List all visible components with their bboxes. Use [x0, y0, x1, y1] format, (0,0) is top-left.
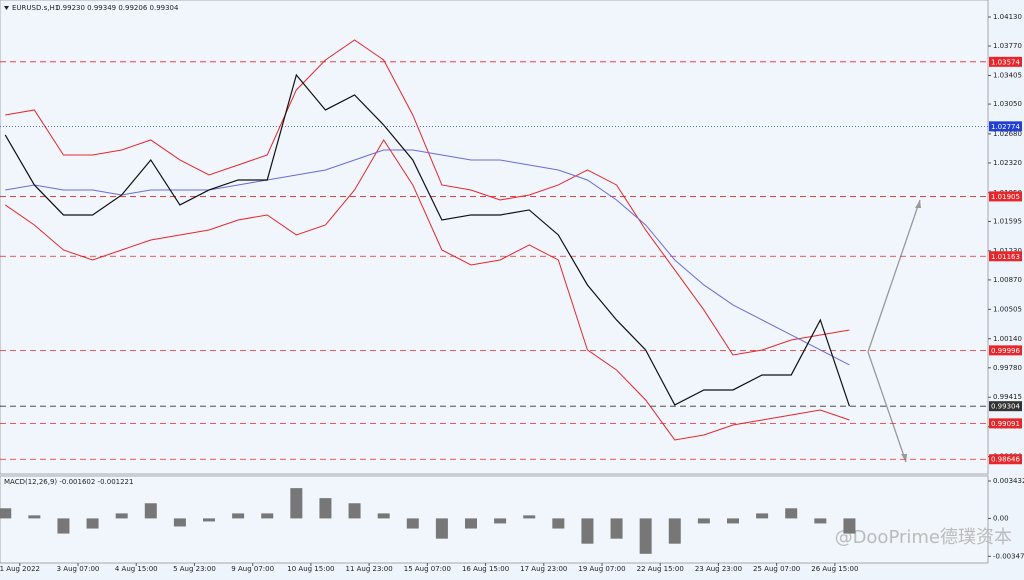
macd-bar — [406, 518, 419, 529]
level-label-box — [989, 345, 1022, 356]
level-label: 1.01905 — [991, 193, 1020, 201]
y-tick-label: 0.99780 — [993, 364, 1022, 372]
level-label-box — [989, 56, 1022, 67]
y-tick-label: 0.003432 — [993, 477, 1024, 485]
macd-bar — [785, 508, 798, 519]
x-tick-label: 1 Aug 2022 — [0, 565, 40, 573]
macd-bar — [290, 488, 303, 519]
macd-bar — [610, 518, 623, 539]
y-tick-label: 0.00 — [993, 514, 1009, 522]
x-tick-label: 25 Aug 07:00 — [753, 565, 800, 573]
macd-bar — [639, 518, 652, 554]
y-tick-label: -0.003478 — [993, 552, 1024, 560]
macd-bar — [377, 513, 390, 519]
level-label-box — [989, 401, 1022, 412]
level-label: 0.99996 — [991, 347, 1020, 355]
series-line — [4, 139, 850, 441]
level-label: 1.01163 — [991, 253, 1020, 261]
y-tick-label: 1.00140 — [993, 335, 1022, 343]
x-tick-label: 23 Aug 23:00 — [695, 565, 742, 573]
macd-title: MACD(12,26,9) -0.001602 -0.001221 — [4, 478, 133, 486]
macd-bar — [57, 518, 70, 534]
macd-bar — [552, 518, 565, 529]
y-tick-label: 1.03050 — [993, 100, 1022, 108]
macd-bar — [319, 498, 332, 519]
y-tick-label: 1.01595 — [993, 217, 1022, 225]
macd-bar — [581, 518, 594, 544]
level-label: 0.99304 — [991, 403, 1020, 411]
macd-bar — [494, 518, 507, 524]
y-tick-label: 0.99415 — [993, 393, 1022, 401]
macd-bar — [28, 515, 41, 519]
level-label: 0.98646 — [991, 456, 1020, 464]
macd-bar — [0, 508, 12, 519]
x-tick-label: 10 Aug 15:00 — [287, 565, 334, 573]
x-tick-label: 19 Aug 07:00 — [578, 565, 625, 573]
y-tick-label: 1.02320 — [993, 159, 1022, 167]
arrow-head — [901, 454, 907, 462]
macd-bar — [523, 515, 536, 519]
y-tick-label: 1.04130 — [993, 13, 1022, 21]
x-tick-label: 3 Aug 07:00 — [57, 565, 100, 573]
y-tick-label: 1.03405 — [993, 71, 1022, 79]
symbol-title: EURUSD.s,H1 — [12, 4, 59, 12]
macd-bar — [668, 518, 681, 544]
x-tick-label: 22 Aug 15:00 — [637, 565, 684, 573]
macd-bar — [173, 518, 186, 527]
macd-bar — [261, 513, 274, 519]
macd-bar — [115, 513, 128, 519]
level-label: 1.02774 — [991, 123, 1020, 131]
series-line — [5, 149, 850, 366]
macd-bar — [697, 518, 710, 524]
level-label: 1.03574 — [991, 58, 1020, 66]
y-tick-label: 1.02680 — [993, 130, 1022, 138]
x-tick-label: 15 Aug 07:00 — [404, 565, 451, 573]
macd-bar — [435, 518, 448, 539]
x-tick-label: 4 Aug 15:00 — [115, 565, 158, 573]
projection-arrow — [867, 199, 921, 353]
macd-bar — [465, 518, 478, 529]
y-tick-label: 1.03770 — [993, 42, 1022, 50]
macd-bar — [843, 518, 856, 534]
macd-bar — [756, 513, 769, 519]
macd-bar — [203, 518, 216, 522]
series-line — [4, 73, 851, 407]
macd-bar — [726, 518, 739, 524]
macd-bar — [348, 503, 361, 519]
arrow-head — [915, 200, 921, 208]
level-label: 0.99091 — [991, 420, 1020, 428]
macd-pane — [0, 475, 989, 564]
x-tick-label: 16 Aug 15:00 — [462, 565, 509, 573]
level-label-box — [989, 418, 1022, 429]
macd-bar — [144, 503, 157, 519]
x-tick-label: 9 Aug 07:00 — [231, 565, 274, 573]
ohlc-values: 0.99230 0.99349 0.99206 0.99304 — [56, 4, 179, 12]
level-label-box — [989, 454, 1022, 465]
level-label-box — [989, 251, 1022, 262]
x-tick-label: 17 Aug 23:00 — [520, 565, 567, 573]
level-label-box — [989, 191, 1022, 202]
x-tick-label: 26 Aug 15:00 — [811, 565, 858, 573]
y-tick-label: 1.01230 — [993, 247, 1022, 255]
series-line — [5, 39, 850, 356]
y-tick-label: 1.00870 — [993, 276, 1022, 284]
level-label-box — [989, 121, 1022, 132]
macd-bar — [86, 518, 99, 529]
macd-bar — [232, 513, 245, 519]
watermark: @DooPrime德璞资本 — [835, 527, 1012, 548]
macd-bar — [814, 518, 827, 524]
projection-arrow — [867, 351, 907, 463]
main-pane — [0, 0, 989, 475]
x-tick-label: 11 Aug 23:00 — [346, 565, 393, 573]
y-tick-label: 1.00505 — [993, 305, 1022, 313]
x-tick-label: 5 Aug 23:00 — [173, 565, 216, 573]
menu-icon[interactable] — [4, 6, 9, 10]
